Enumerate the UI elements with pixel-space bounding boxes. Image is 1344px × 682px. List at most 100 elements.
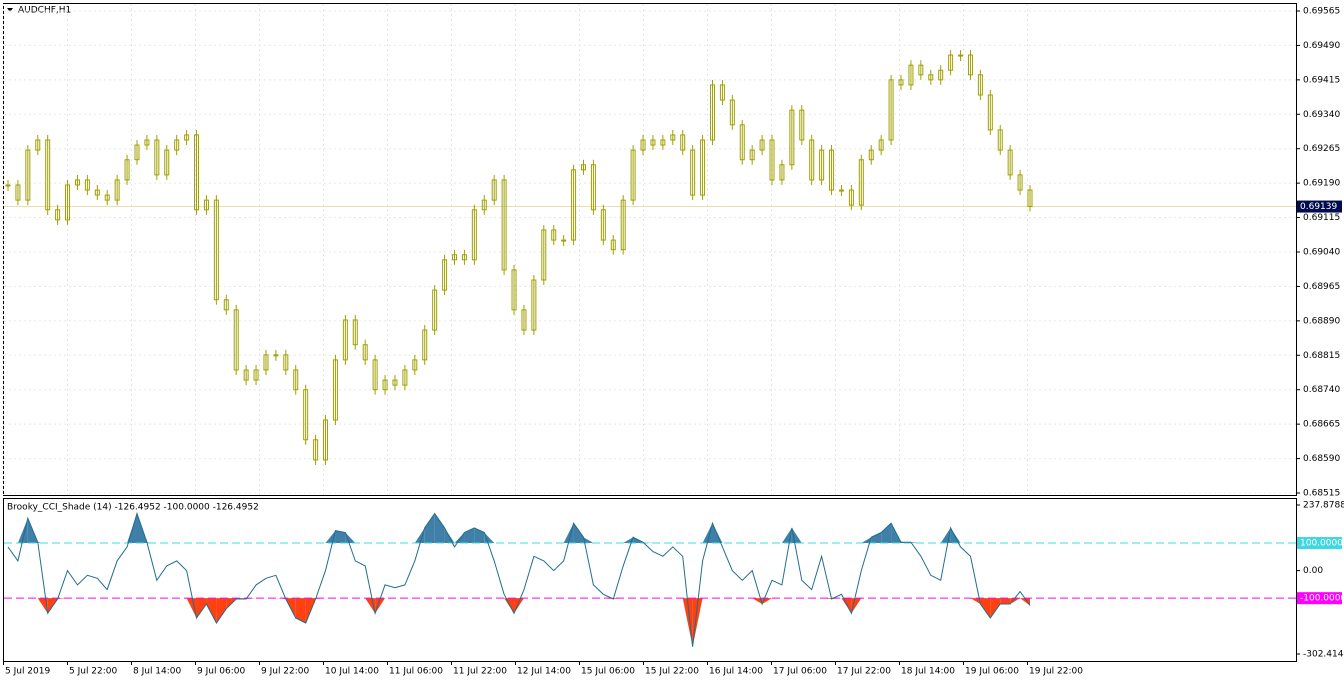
candle [194, 134, 200, 211]
x-tick-label: 16 Jul 14:00 [709, 667, 763, 677]
cci-shade [37, 598, 48, 614]
level-label: 100.0000 [1300, 539, 1343, 549]
candle [452, 254, 458, 261]
candle [620, 199, 626, 251]
candle [104, 194, 110, 201]
y-tick-label: 0.69265 [1303, 144, 1340, 154]
y-tick-label: 0.69040 [1303, 248, 1340, 258]
candle [779, 164, 785, 181]
cci-shade [17, 518, 28, 544]
candle [25, 149, 31, 201]
candle [55, 209, 61, 221]
cci-shade [990, 598, 1001, 619]
candle [501, 179, 507, 271]
candle [729, 99, 735, 126]
cci-shade [623, 537, 634, 544]
candle [461, 254, 467, 261]
candle [571, 169, 577, 241]
candle [918, 64, 924, 76]
candle [908, 64, 914, 86]
candle [987, 94, 993, 131]
candle [342, 319, 348, 361]
candle [997, 129, 1003, 151]
x-tick-label: 15 Jul 22:00 [645, 667, 699, 677]
cci-shade [295, 598, 306, 623]
cci-shade [682, 598, 693, 647]
candle [184, 134, 190, 141]
x-tick-label: 19 Jul 22:00 [1029, 667, 1083, 677]
candle [829, 149, 835, 191]
candle [223, 299, 229, 311]
x-tick-label: 18 Jul 14:00 [901, 667, 955, 677]
candle [94, 189, 100, 196]
candle [422, 329, 428, 361]
candle [15, 184, 21, 201]
candle [35, 139, 41, 151]
y-tick-label: 0.69415 [1303, 75, 1340, 85]
candle [352, 319, 358, 346]
y-tick-label: 0.68665 [1303, 420, 1340, 430]
candle [283, 354, 289, 371]
cci-shade [504, 598, 515, 614]
cci-shade [910, 542, 921, 544]
candle [74, 179, 80, 186]
cci-shade [186, 598, 197, 619]
y-tick-label: 0.69565 [1303, 7, 1340, 17]
candle [1017, 174, 1023, 191]
cci-shade [781, 527, 792, 544]
candle [759, 139, 765, 151]
candle [491, 179, 497, 201]
cci-shade [752, 598, 763, 604]
candle [610, 239, 616, 251]
candle [590, 164, 596, 211]
candle [1007, 149, 1013, 176]
candle [382, 379, 388, 391]
indicator-title: Brooky_CCI_Shade (14) -126.4952 -100.000… [7, 503, 259, 513]
candle [739, 124, 745, 161]
level-box [1297, 592, 1342, 605]
candle [680, 134, 686, 151]
candle [967, 54, 973, 76]
candle [888, 79, 894, 141]
candle [938, 69, 944, 81]
candle [84, 179, 90, 191]
cci-shade [692, 598, 703, 647]
price-box [1297, 200, 1342, 213]
cci-shade [414, 527, 425, 544]
cci-shade [454, 532, 465, 544]
candle [392, 379, 398, 386]
price-label: 0.69139 [1300, 202, 1337, 212]
cci-shade [57, 598, 68, 600]
candle [541, 229, 547, 281]
candle [233, 309, 239, 371]
cci-shade [434, 513, 445, 544]
cci-shade [702, 523, 713, 544]
cci-shade [196, 598, 207, 619]
candle [977, 74, 983, 96]
cci-shade [861, 537, 872, 544]
cci-shade [821, 598, 832, 600]
cci-shade [970, 598, 981, 604]
menu-arrow[interactable] [7, 8, 13, 12]
cci-shade [563, 523, 574, 544]
candle [124, 159, 130, 181]
candle [372, 359, 378, 391]
candle [313, 439, 319, 461]
candle [580, 164, 586, 171]
candle [749, 149, 755, 161]
cci-shade [613, 598, 624, 600]
cci-shade [583, 537, 594, 544]
candle [243, 369, 249, 381]
y-tick-label: 0.68590 [1303, 454, 1340, 464]
x-tick-label: 5 Jul 2019 [5, 667, 50, 677]
y-tick-label: 0.68740 [1303, 385, 1340, 395]
candle [600, 209, 606, 241]
candle [531, 279, 537, 331]
level-box [1297, 537, 1342, 550]
y-tick-label: 0.69115 [1303, 213, 1340, 223]
candle [293, 369, 299, 391]
candle [1027, 189, 1033, 208]
candle [690, 149, 696, 196]
